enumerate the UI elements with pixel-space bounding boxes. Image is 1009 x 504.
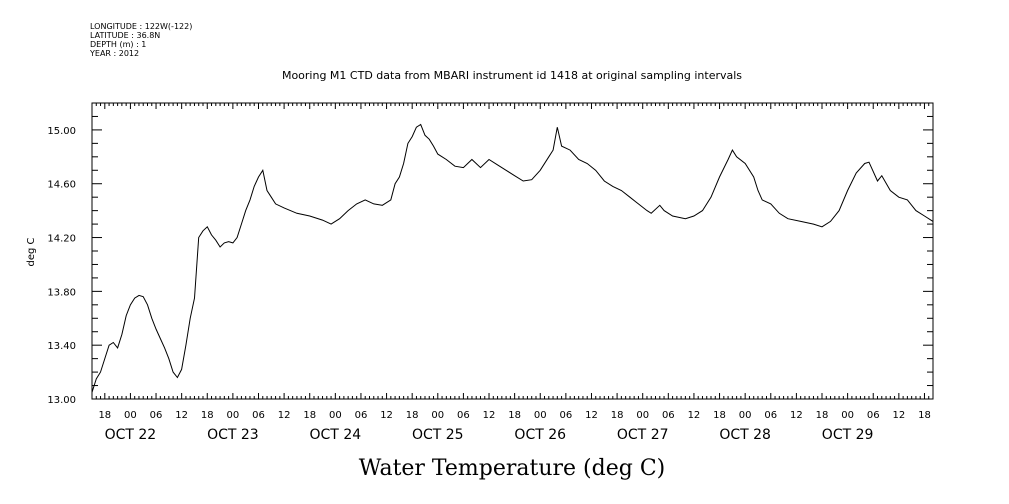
x-day-label: OCT 28 xyxy=(719,427,771,443)
x-hour-tick-label: 06 xyxy=(559,410,572,421)
plot-frame xyxy=(91,102,934,400)
x-hour-tick-label: 00 xyxy=(534,410,547,421)
x-hour-tick-label: 00 xyxy=(124,410,137,421)
y-tick-label: 15.00 xyxy=(47,126,76,137)
x-hour-tick-label: 12 xyxy=(278,410,291,421)
x-hour-tick-label: 00 xyxy=(739,410,752,421)
x-hour-tick-label: 06 xyxy=(662,410,675,421)
y-tick-label: 14.60 xyxy=(47,180,76,191)
x-day-label: OCT 25 xyxy=(412,427,464,443)
x-hour-tick-label: 18 xyxy=(406,410,419,421)
depth-text: DEPTH (m) : 1 xyxy=(90,40,146,49)
x-hour-tick-label: 12 xyxy=(175,410,188,421)
x-hour-tick-label: 06 xyxy=(457,410,470,421)
x-hour-tick-label: 12 xyxy=(892,410,905,421)
x-day-label: OCT 24 xyxy=(310,427,362,443)
year-text: YEAR : 2012 xyxy=(89,49,139,58)
y-tick-label: 13.80 xyxy=(47,287,76,298)
plot-border xyxy=(91,102,934,400)
x-day-label: OCT 23 xyxy=(207,427,259,443)
water-temperature-line xyxy=(91,123,934,393)
x-hour-tick-label: 12 xyxy=(380,410,393,421)
x-hour-tick-label: 18 xyxy=(303,410,316,421)
x-day-label: OCT 26 xyxy=(514,427,566,443)
x-hour-tick-label: 00 xyxy=(431,410,444,421)
x-axis-title: Water Temperature (deg C) xyxy=(359,456,666,481)
x-hour-tick-label: 12 xyxy=(790,410,803,421)
x-hour-tick-label: 18 xyxy=(611,410,624,421)
x-day-label: OCT 22 xyxy=(105,427,157,443)
x-hour-tick-label: 06 xyxy=(867,410,880,421)
x-day-label: OCT 27 xyxy=(617,427,669,443)
x-hour-tick-label: 18 xyxy=(508,410,521,421)
x-hour-tick-label: 18 xyxy=(713,410,726,421)
x-hour-tick-label: 00 xyxy=(636,410,649,421)
x-hour-tick-label: 18 xyxy=(816,410,829,421)
x-hour-tick-label: 18 xyxy=(201,410,214,421)
x-hour-tick-label: 06 xyxy=(355,410,368,421)
x-hour-tick-label: 18 xyxy=(98,410,111,421)
y-tick-label: 14.20 xyxy=(47,234,76,245)
chart-title: Mooring M1 CTD data from MBARI instrumen… xyxy=(282,69,742,82)
y-tick-label: 13.00 xyxy=(47,395,76,406)
x-hour-tick-label: 00 xyxy=(227,410,240,421)
x-hour-tick-label: 12 xyxy=(483,410,496,421)
y-axis-label: deg C xyxy=(26,237,37,266)
x-axis-ticks: 18 00 06 12 18 00 06 12 18 00 06 12 18 00 06 12 18 00 06 12… xyxy=(91,103,934,443)
x-hour-tick-label: 06 xyxy=(150,410,163,421)
y-tick-label: 13.40 xyxy=(47,341,76,352)
metadata-block: LONGITUDE : 122W(-122) LATITUDE : 36.8N … xyxy=(89,22,192,58)
x-hour-tick-label: 12 xyxy=(585,410,598,421)
x-hour-tick-label: 18 xyxy=(918,410,931,421)
series-layer xyxy=(91,123,934,393)
x-hour-tick-label: 12 xyxy=(688,410,701,421)
latitude-text: LATITUDE : 36.8N xyxy=(90,31,160,40)
longitude-text: LONGITUDE : 122W(-122) xyxy=(90,22,192,31)
x-hour-tick-label: 00 xyxy=(329,410,342,421)
x-day-label: OCT 29 xyxy=(822,427,874,443)
x-hour-tick-label: 06 xyxy=(252,410,265,421)
y-axis-ticks: 13.00 13.40 13.80 14.20 14.60 15.00 xyxy=(47,115,933,406)
x-hour-tick-label: 06 xyxy=(764,410,777,421)
x-hour-tick-label: 00 xyxy=(841,410,854,421)
